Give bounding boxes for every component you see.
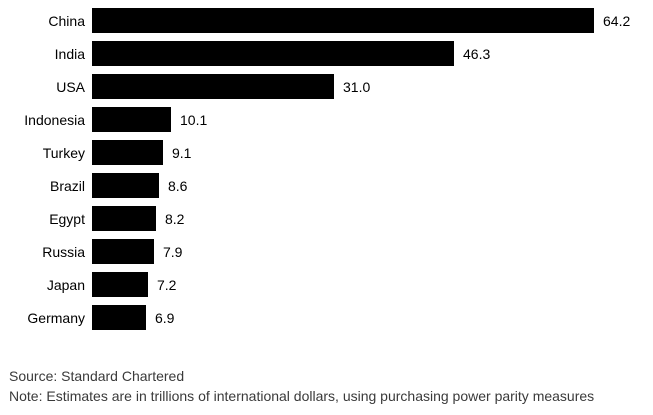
bar-row: Japan 7.2 (0, 272, 653, 297)
bar-row: USA 31.0 (0, 74, 653, 99)
category-label: Turkey (42, 144, 85, 161)
bar-row: China 64.2 (0, 8, 653, 33)
bar (92, 107, 171, 132)
bar-row: Indonesia 10.1 (0, 107, 653, 132)
value-label: 64.2 (603, 12, 631, 29)
category-label: Egypt (49, 210, 85, 227)
value-label: 7.2 (157, 276, 177, 293)
bar-row: Egypt 8.2 (0, 206, 653, 231)
bar (92, 305, 146, 330)
bar (92, 239, 154, 264)
category-label: Indonesia (24, 111, 85, 128)
bar (92, 173, 159, 198)
value-label: 46.3 (463, 45, 491, 62)
value-label: 8.2 (165, 210, 185, 227)
category-label: China (48, 12, 85, 29)
value-label: 10.1 (180, 111, 208, 128)
note-text: Note: Estimates are in trillions of inte… (9, 388, 595, 404)
category-label: Brazil (49, 177, 85, 194)
bar (92, 272, 148, 297)
bar-row: Germany 6.9 (0, 305, 653, 330)
chart-footer: Source: Standard Chartered Note: Estimat… (9, 366, 594, 406)
category-label: India (54, 45, 85, 62)
bar (92, 206, 156, 231)
value-label: 8.6 (168, 177, 188, 194)
bar (92, 41, 454, 66)
category-label: Japan (46, 276, 85, 293)
bar (92, 8, 594, 33)
bar-chart: China 64.2 India 46.3 USA 31.0 Indonesia… (0, 8, 653, 330)
bar (92, 74, 334, 99)
bar-row: Turkey 9.1 (0, 140, 653, 165)
bar (92, 140, 163, 165)
bar-row: India 46.3 (0, 41, 653, 66)
value-label: 6.9 (155, 309, 175, 326)
category-label: Russia (42, 243, 85, 260)
value-label: 31.0 (343, 78, 371, 95)
bar-row: Russia 7.9 (0, 239, 653, 264)
category-label: Germany (27, 309, 85, 326)
category-label: USA (56, 78, 85, 95)
source-text: Source: Standard Chartered (9, 368, 185, 384)
value-label: 7.9 (163, 243, 183, 260)
value-label: 9.1 (172, 144, 192, 161)
bar-row: Brazil 8.6 (0, 173, 653, 198)
